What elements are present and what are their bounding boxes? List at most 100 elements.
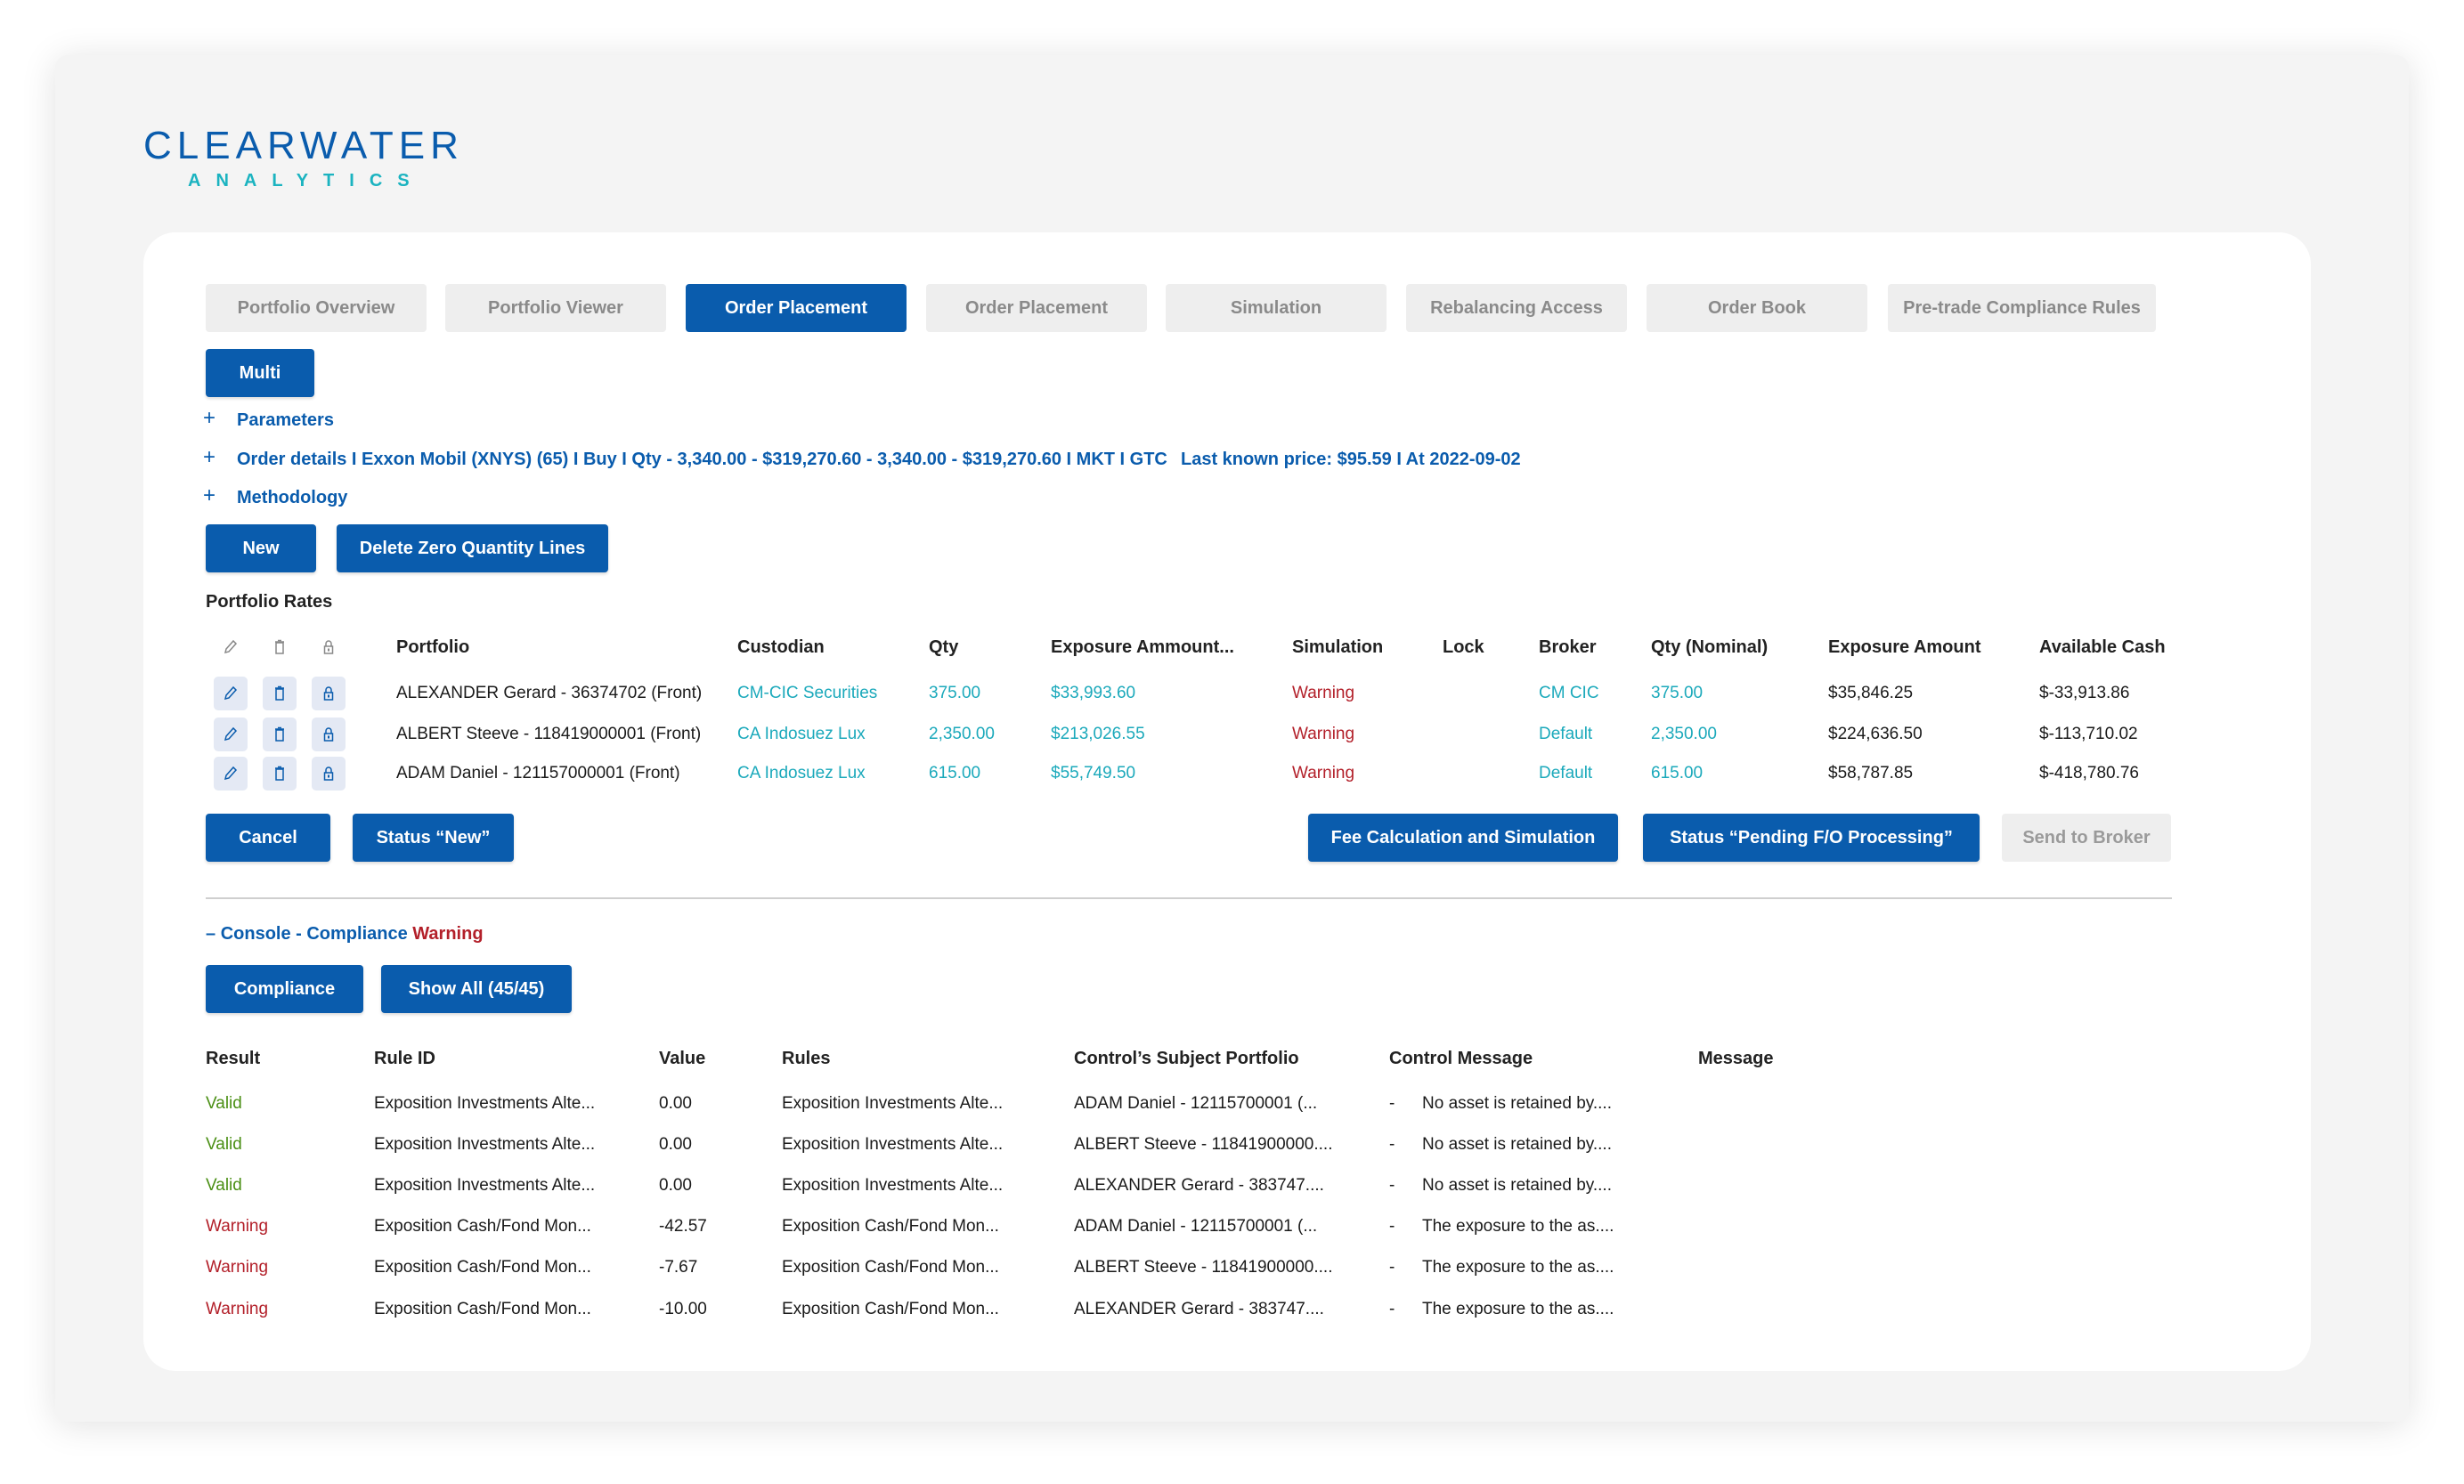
result: Valid [206, 1176, 242, 1195]
control-message: The exposure to the as.... [1422, 1300, 1614, 1318]
value: -7.67 [659, 1258, 698, 1277]
tab-portfolio-viewer[interactable]: Portfolio Viewer [445, 284, 666, 332]
logo-subtext: ANALYTICS [188, 171, 425, 191]
rules: Exposition Cash/Fond Mon... [782, 1300, 999, 1318]
pencil-icon [224, 726, 238, 742]
column-header: Portfolio [396, 637, 470, 657]
delete-zero-quantity-button[interactable]: Delete Zero Quantity Lines [337, 524, 608, 572]
status-new-button[interactable]: Status “New” [353, 814, 514, 862]
column-header: Available Cash [2039, 637, 2166, 657]
tab-order-book[interactable]: Order Book [1647, 284, 1867, 332]
control-message: No asset is retained by.... [1422, 1176, 1612, 1195]
control-message: The exposure to the as.... [1422, 1258, 1614, 1277]
show-all-button[interactable]: Show All (45/45) [381, 965, 572, 1013]
edit-button[interactable] [214, 677, 248, 710]
logo-text: CLEARWATER [143, 124, 464, 167]
portfolio-rates-title: Portfolio Rates [206, 592, 333, 612]
value: 0.00 [659, 1094, 692, 1113]
result: Warning [206, 1258, 269, 1277]
cell-qty: 615.00 [929, 764, 981, 783]
expand-parameters-icon[interactable]: + [203, 406, 216, 430]
parameters-section[interactable]: Parameters [237, 410, 334, 430]
expand-methodology-icon[interactable]: + [203, 483, 216, 507]
tab-rebalancing-access[interactable]: Rebalancing Access [1406, 284, 1627, 332]
subject-portfolio: ALBERT Steeve - 11841900000.... [1074, 1135, 1333, 1154]
delete-button[interactable] [263, 677, 297, 710]
edit-button[interactable] [214, 757, 248, 791]
rules: Exposition Investments Alte... [782, 1094, 1004, 1113]
value: 0.00 [659, 1176, 692, 1195]
lock-icon [323, 766, 334, 781]
lock-button[interactable] [312, 757, 346, 791]
compliance-button[interactable]: Compliance [206, 965, 363, 1013]
main-panel [143, 232, 2311, 1371]
subject-portfolio: ALEXANDER Gerard - 383747.... [1074, 1176, 1324, 1195]
tab-order-placement[interactable]: Order Placement [686, 284, 907, 332]
cell-simulation: Warning [1292, 684, 1355, 702]
pencil-icon [224, 766, 238, 781]
cell-custodian: CA Indosuez Lux [737, 764, 866, 783]
cell-exposure-amount: $35,846.25 [1828, 684, 1914, 702]
column-header: Rule ID [374, 1049, 435, 1068]
cell-simulation: Warning [1292, 725, 1355, 743]
value: 0.00 [659, 1135, 692, 1154]
lock-icon [323, 686, 334, 701]
edit-button[interactable] [214, 718, 248, 751]
cell-portfolio: ADAM Daniel - 121157000001 (Front) [396, 764, 680, 783]
expand-order-details-icon[interactable]: + [203, 445, 216, 469]
tab-order-placement[interactable]: Order Placement [926, 284, 1147, 332]
pencil-icon [224, 685, 238, 701]
cell-available-cash: $-33,913.86 [2039, 684, 2130, 702]
column-header[interactable]: Message [1698, 1049, 1774, 1068]
new-button[interactable]: New [206, 524, 316, 572]
result: Valid [206, 1094, 242, 1113]
tab-pre-trade-compliance-rules[interactable]: Pre-trade Compliance Rules [1888, 284, 2156, 332]
cancel-button[interactable]: Cancel [206, 814, 330, 862]
control-dash: - [1389, 1258, 1395, 1277]
methodology-section[interactable]: Methodology [237, 488, 348, 507]
rule-id: Exposition Investments Alte... [374, 1094, 596, 1113]
status-pending-button[interactable]: Status “Pending F/O Processing” [1643, 814, 1980, 862]
value: -10.00 [659, 1300, 707, 1318]
console-title: Console - Compliance [220, 924, 408, 944]
control-message: No asset is retained by.... [1422, 1135, 1612, 1154]
column-header: Qty [929, 637, 959, 657]
tab-simulation[interactable]: Simulation [1166, 284, 1387, 332]
control-message: No asset is retained by.... [1422, 1094, 1612, 1113]
cell-qty-nominal-: 615.00 [1651, 764, 1704, 783]
delete-button[interactable] [263, 757, 297, 791]
result: Valid [206, 1135, 242, 1154]
column-header: Value [659, 1049, 706, 1068]
lock-button[interactable] [312, 677, 346, 710]
tab-portfolio-overview[interactable]: Portfolio Overview [206, 284, 427, 332]
trash-icon [275, 766, 284, 781]
multi-button[interactable]: Multi [206, 349, 314, 397]
cell-qty: 2,350.00 [929, 725, 995, 743]
column-header: Simulation [1292, 637, 1384, 657]
subject-portfolio: ADAM Daniel - 12115700001 (... [1074, 1094, 1318, 1113]
order-details-section[interactable]: Order details I Exxon Mobil (XNYS) (65) … [237, 450, 1167, 469]
rules: Exposition Investments Alte... [782, 1135, 1004, 1154]
lock-icon [323, 727, 334, 742]
column-header: Lock [1443, 637, 1484, 657]
column-header: Broker [1539, 637, 1597, 657]
console-toggle[interactable]: – Console - Compliance Warning [206, 924, 484, 945]
cell-broker: CM CIC [1539, 684, 1599, 702]
header-trash-icon [263, 630, 297, 664]
delete-button[interactable] [263, 718, 297, 751]
cell-exposure-amount: $224,636.50 [1828, 725, 1923, 743]
send-to-broker-button[interactable]: Send to Broker [2002, 814, 2171, 862]
lock-button[interactable] [312, 718, 346, 751]
trash-icon [275, 726, 284, 742]
value: -42.57 [659, 1217, 707, 1236]
cell-custodian: CM-CIC Securities [737, 684, 878, 702]
subject-portfolio: ALEXANDER Gerard - 383747.... [1074, 1300, 1324, 1318]
control-message: The exposure to the as.... [1422, 1217, 1614, 1236]
cell-broker: Default [1539, 764, 1593, 783]
fee-calculation-button[interactable]: Fee Calculation and Simulation [1308, 814, 1618, 862]
rules: Exposition Cash/Fond Mon... [782, 1258, 999, 1277]
column-header: Qty (Nominal) [1651, 637, 1769, 657]
divider [206, 897, 2172, 899]
trash-icon [275, 685, 284, 701]
result: Warning [206, 1217, 269, 1236]
